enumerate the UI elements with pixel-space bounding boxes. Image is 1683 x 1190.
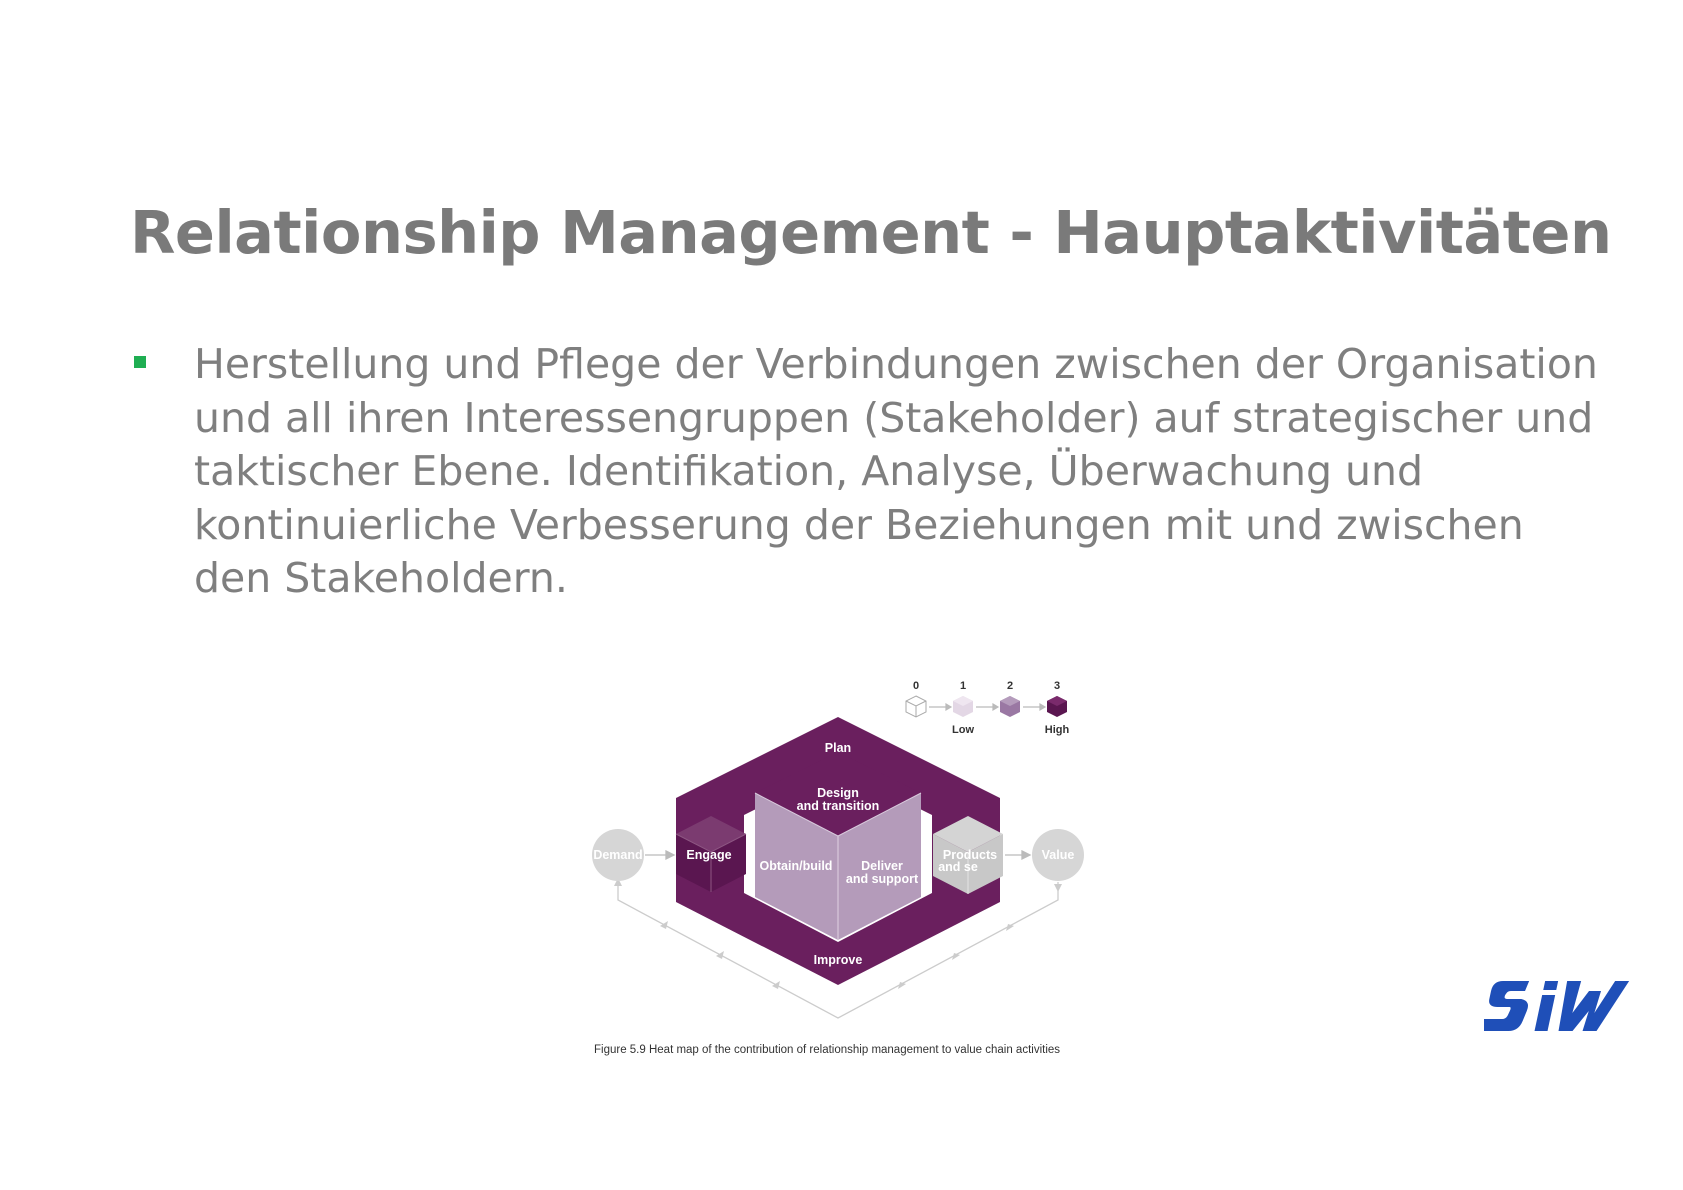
label-products-2: and se	[938, 860, 978, 874]
bullet-line: Herstellung und Pflege der Verbindungen …	[194, 340, 1598, 388]
label-demand: Demand	[593, 848, 642, 862]
legend-cube-2	[1000, 696, 1020, 717]
label-design-2: and transition	[797, 799, 880, 813]
engage-cube	[675, 816, 747, 892]
bullet-line: den Stakeholdern.	[194, 554, 568, 602]
figure-caption: Figure 5.9 Heat map of the contribution …	[594, 1044, 1061, 1056]
demand-circle	[592, 829, 644, 881]
label-products-1: Products	[943, 848, 997, 862]
bullet-text: Herstellung und Pflege der Verbindungen …	[194, 338, 1598, 606]
legend-cube-3	[1047, 696, 1067, 717]
bullet-line: taktischer Ebene. Identifikation, Analys…	[194, 447, 1423, 495]
legend-low-label: Low	[952, 724, 974, 736]
label-plan: Plan	[825, 741, 851, 755]
bullet-line: und all ihren Interessengruppen (Stakeho…	[194, 393, 1594, 442]
products-cube	[933, 816, 1003, 894]
heatmap-legend: 0 1 2 3 Low High	[905, 680, 1070, 736]
legend-cube-0	[905, 695, 927, 718]
legend-high-label: High	[1045, 724, 1070, 736]
legend-arrows	[929, 702, 1047, 712]
legend-level-1: 1	[960, 680, 966, 692]
label-deliver-2: and support	[846, 872, 919, 886]
flow-arrows	[645, 849, 1032, 861]
legend-level-0: 0	[913, 680, 919, 692]
legend-level-3: 3	[1054, 680, 1060, 692]
label-value: Value	[1042, 848, 1075, 862]
bullet-marker	[134, 356, 146, 368]
bullet-line: kontinuierliche Verbesserung der Beziehu…	[194, 500, 1524, 549]
label-improve: Improve	[814, 953, 863, 967]
legend-level-2: 2	[1007, 680, 1013, 692]
label-engage: Engage	[686, 848, 731, 862]
value-chain-heatmap-diagram: 0 1 2 3 Low High	[592, 680, 1084, 1019]
center-cube	[754, 752, 922, 940]
siw-logo	[1484, 981, 1630, 1031]
value-circle	[1032, 829, 1084, 881]
siw-logo-mark	[1484, 981, 1630, 1031]
label-deliver-1: Deliver	[861, 859, 903, 873]
label-obtain: Obtain/build	[760, 859, 833, 873]
label-design-1: Design	[817, 786, 859, 800]
feedback-path	[614, 878, 1062, 1019]
legend-cube-1	[953, 696, 973, 717]
slide-title: Relationship Management - Hauptaktivität…	[130, 198, 1612, 267]
